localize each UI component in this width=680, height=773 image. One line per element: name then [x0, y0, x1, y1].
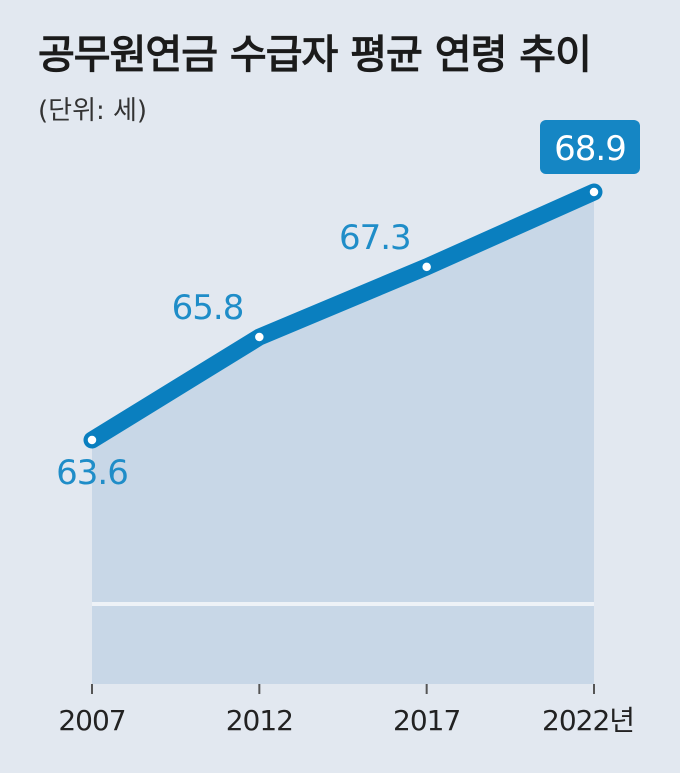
data-point	[420, 261, 433, 273]
area-divider-line	[92, 602, 594, 606]
x-tick-label: 2007	[58, 704, 125, 737]
chart-title: 공무원연금 수급자 평균 연령 추이	[38, 32, 592, 78]
plot-layer: 63.6 65.8 67.3 68.9 2007 2012 2017 2022년	[56, 120, 640, 737]
value-label: 63.6	[56, 453, 128, 493]
value-label: 67.3	[339, 218, 411, 258]
x-tick-label: 2022년	[542, 704, 634, 737]
value-badge	[540, 120, 640, 174]
chart-unit-label: (단위: 세)	[38, 96, 148, 126]
data-point	[253, 331, 266, 343]
value-label: 68.9	[554, 129, 626, 169]
value-label: 65.8	[172, 288, 244, 328]
x-tick-label: 2017	[393, 704, 460, 737]
data-point	[86, 434, 98, 446]
area-fill	[92, 192, 594, 684]
series-line	[83, 183, 603, 449]
data-point	[588, 186, 600, 198]
x-tick-label: 2012	[226, 704, 293, 737]
